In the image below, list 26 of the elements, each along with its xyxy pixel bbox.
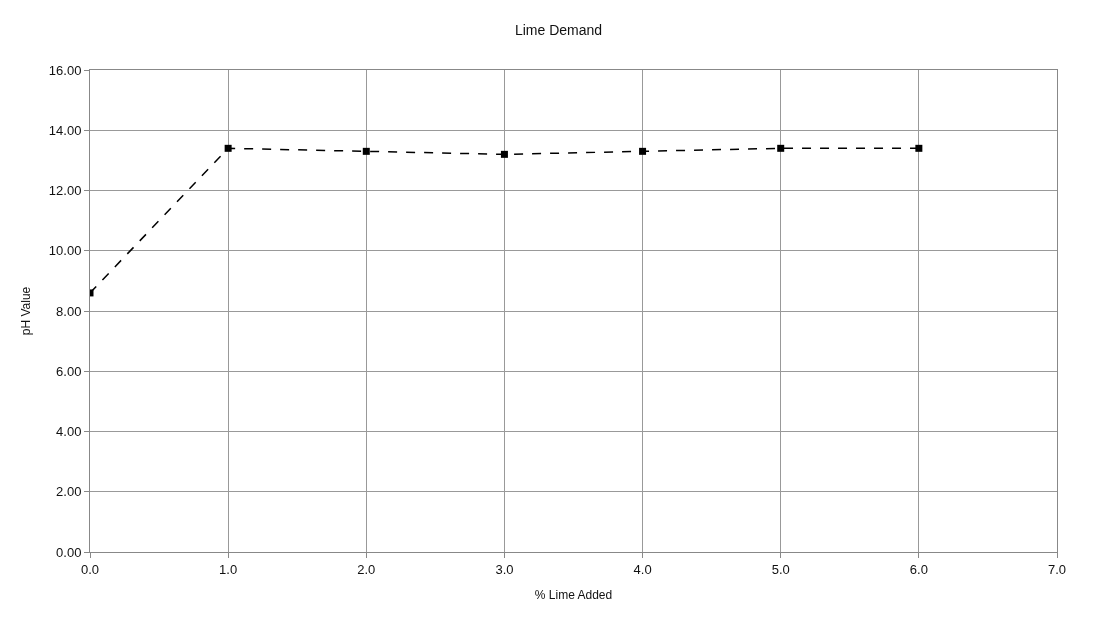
point: [777, 144, 785, 152]
y-tick-label: 6.00: [56, 363, 82, 379]
y-axis-title: pH Value: [19, 286, 34, 336]
chart-title: Lime Demand: [514, 22, 603, 39]
y-tick-label: 16.00: [48, 62, 82, 78]
y-tick-label: 10.00: [48, 243, 82, 259]
y-tick-label: 12.00: [48, 183, 82, 199]
x-tick-label: 3.0: [495, 561, 514, 577]
x-tick-label: 0.0: [80, 561, 100, 577]
y-tick-label: 2.00: [56, 484, 82, 500]
y-tick-label: 8.00: [56, 303, 82, 319]
x-tick-label: 6.0: [909, 561, 928, 577]
point: [500, 150, 508, 158]
x-tick-label: 4.0: [633, 561, 652, 577]
y-tick-label: 14.00: [48, 122, 82, 138]
y-tick-label: 4.00: [56, 424, 82, 440]
x-tick-label: 5.0: [771, 561, 790, 577]
point: [362, 147, 370, 155]
y-tick-label: 0.00: [56, 544, 82, 560]
x-tick-label: 7.0: [1047, 561, 1067, 577]
x-axis-title: % Lime Added: [534, 588, 613, 603]
x-tick-label: 2.0: [357, 561, 376, 577]
point: [224, 144, 232, 152]
point: [639, 147, 647, 155]
x-tick-label: 1.0: [219, 561, 238, 577]
point: [915, 144, 923, 152]
